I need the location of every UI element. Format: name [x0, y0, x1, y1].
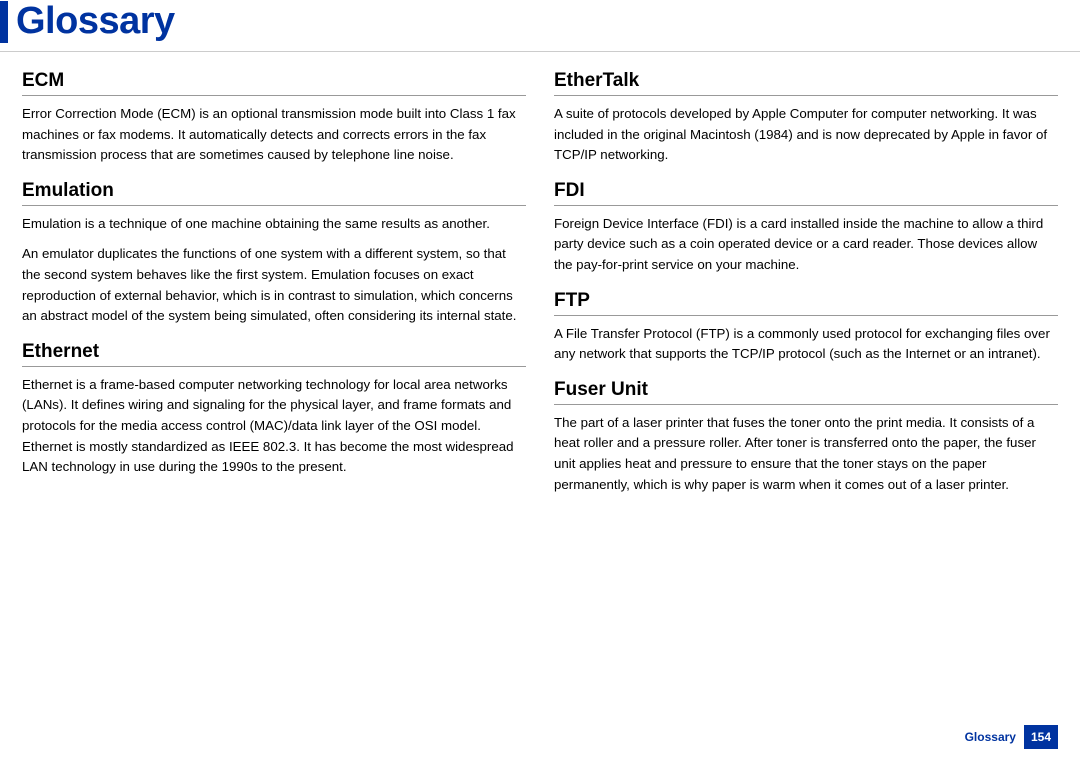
term-body: An emulator duplicates the functions of …: [22, 244, 526, 326]
term-body: Foreign Device Interface (FDI) is a card…: [554, 214, 1058, 276]
term-body: Emulation is a technique of one machine …: [22, 214, 526, 235]
left-column: ECM Error Correction Mode (ECM) is an op…: [22, 70, 526, 505]
term-heading-ecm: ECM: [22, 70, 526, 96]
footer-section-label: Glossary: [965, 730, 1016, 744]
term-heading-ethernet: Ethernet: [22, 341, 526, 367]
content-area: ECM Error Correction Mode (ECM) is an op…: [0, 70, 1080, 505]
accent-bar: [0, 1, 8, 43]
term-heading-ethertalk: EtherTalk: [554, 70, 1058, 96]
term-body: The part of a laser printer that fuses t…: [554, 413, 1058, 495]
term-body: Error Correction Mode (ECM) is an option…: [22, 104, 526, 166]
page-number: 154: [1024, 725, 1058, 749]
term-body: A File Transfer Protocol (FTP) is a comm…: [554, 324, 1058, 365]
term-heading-emulation: Emulation: [22, 180, 526, 206]
term-heading-fuser-unit: Fuser Unit: [554, 379, 1058, 405]
term-heading-fdi: FDI: [554, 180, 1058, 206]
page-title: Glossary: [16, 0, 175, 43]
term-heading-ftp: FTP: [554, 290, 1058, 316]
page-header: Glossary: [0, 0, 1080, 52]
term-body: A suite of protocols developed by Apple …: [554, 104, 1058, 166]
right-column: EtherTalk A suite of protocols developed…: [554, 70, 1058, 505]
term-body: Ethernet is a frame-based computer netwo…: [22, 375, 526, 478]
page-footer: Glossary 154: [965, 725, 1058, 749]
